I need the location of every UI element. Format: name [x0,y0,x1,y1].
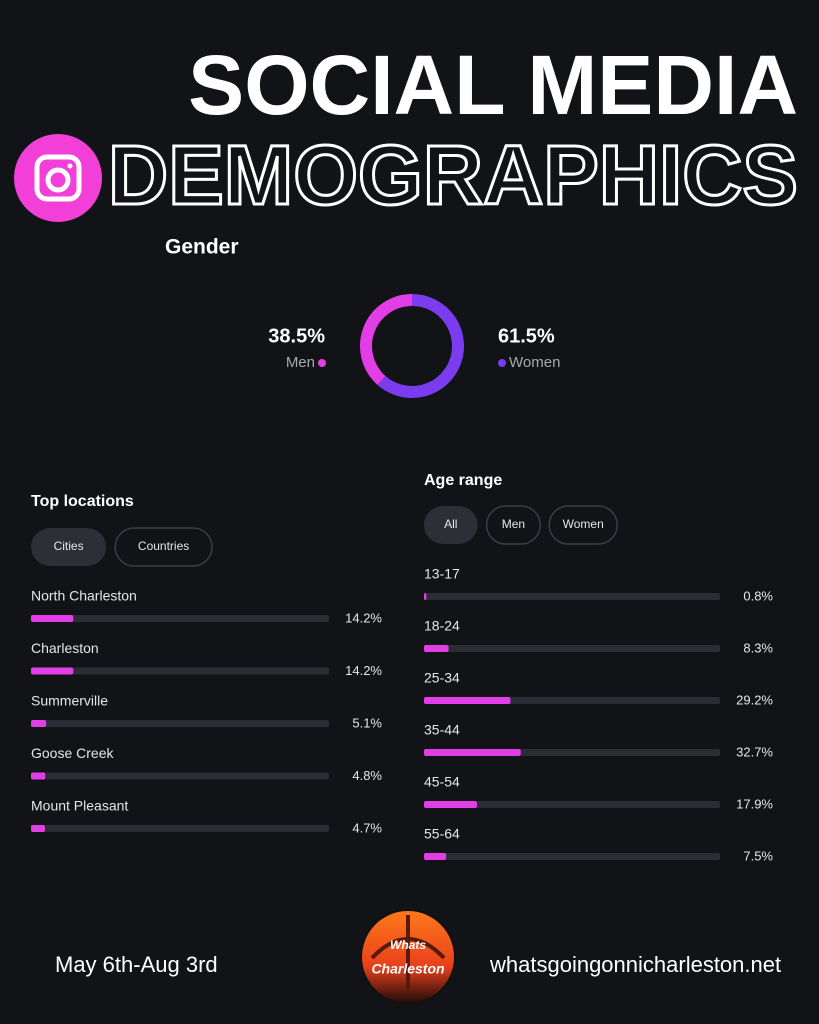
category-label: 45-54 [424,774,460,790]
bar [31,825,46,832]
filter-label[interactable]: Men [502,517,525,531]
value-label: 5.1% [352,715,382,730]
logo-bridge [370,915,446,990]
filter-label[interactable]: Women [563,517,604,531]
bar [424,853,447,860]
category-label: Charleston [31,640,99,656]
category-label: Goose Creek [31,745,114,761]
chart-title: Age range [424,472,502,489]
donut-segment [377,294,464,398]
category-label: 55-64 [424,826,460,842]
value-label: 14.2% [345,610,382,625]
bar [31,667,74,675]
filter-label[interactable]: All [444,517,457,531]
legend-label: Men [286,354,315,371]
value-label: 32.7% [736,744,773,759]
title-line1: SOCIAL MEDIA [188,38,798,132]
bar-track [424,853,720,860]
legend-dot [318,359,326,367]
legend-dot [498,359,506,367]
date-range: May 6th-Aug 3rd [55,952,218,977]
bar [424,593,427,600]
filter-button[interactable] [548,505,618,545]
filter-button[interactable] [114,527,213,567]
logo-text: Charleston [371,961,444,977]
bar-track [424,801,720,808]
logo-text: Whats [390,938,426,952]
value-label: 8.3% [743,640,773,655]
filter-label[interactable]: Cities [54,539,84,553]
donut-segment [360,294,413,386]
value-label: 61.5% [498,325,555,347]
category-label: Summerville [31,693,108,709]
bar-track [424,593,720,600]
value-label: 7.5% [743,848,773,863]
chart-title: Top locations [31,493,134,510]
bar [424,749,521,756]
bar [31,615,74,622]
category-label: 35-44 [424,722,460,738]
category-label: 18-24 [424,618,460,634]
bar [31,772,46,780]
value-label: 0.8% [743,588,773,603]
value-label: 38.5% [268,325,325,347]
chart-title: Gender [165,236,239,259]
value-label: 29.2% [736,692,773,707]
filter-button[interactable] [485,505,541,545]
instagram-icon [14,134,102,222]
bar-track [31,615,329,622]
bar-track [424,645,720,652]
category-label: 13-17 [424,566,460,582]
filter-label[interactable]: Countries [138,539,189,553]
category-label: North Charleston [31,588,137,604]
bar [424,801,477,808]
value-label: 4.7% [352,820,382,835]
filter-button[interactable] [424,506,478,544]
bar-track [31,720,329,727]
legend-label: Women [509,354,560,371]
bar [31,720,47,727]
bar-track [31,772,329,780]
footer: May 6th-Aug 3rd whatsgoingonnicharleston… [55,909,781,1005]
value-label: 14.2% [345,663,382,678]
filter-button[interactable] [31,528,107,566]
value-label: 4.8% [352,768,382,783]
value-label: 17.9% [736,796,773,811]
category-label: 25-34 [424,670,460,686]
category-label: Mount Pleasant [31,798,128,814]
website[interactable]: whatsgoingonnicharleston.net [489,952,781,977]
bar [424,645,449,652]
bar [424,697,511,704]
title-line2: DEMOGRAPHICS [108,128,798,222]
bar-track [31,825,329,832]
bar-track [31,667,329,675]
